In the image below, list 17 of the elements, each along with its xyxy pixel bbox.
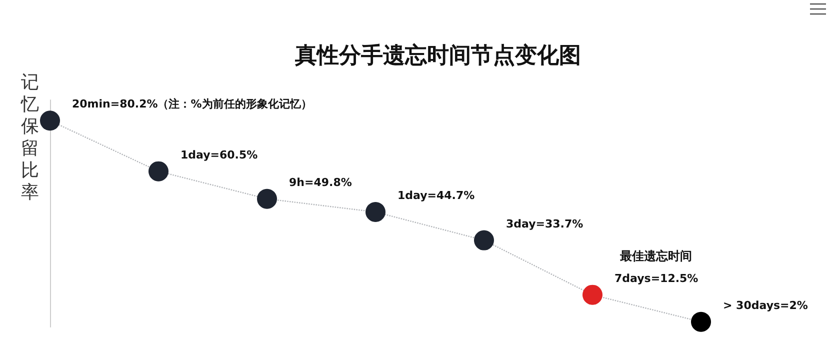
data-label: 20min=80.2%（注：%为前任的形象化记忆） — [72, 98, 312, 111]
point — [148, 161, 168, 182]
data-label: > 30days=2% — [723, 298, 808, 312]
point — [691, 312, 711, 332]
point — [40, 110, 60, 131]
point — [366, 202, 386, 222]
data-label: 1day=44.7% — [398, 188, 475, 202]
data-label: 7days=12.5% — [614, 272, 698, 285]
data-label: 1day=60.5% — [180, 148, 258, 162]
data-label: 9h=49.8% — [289, 176, 352, 189]
point — [474, 230, 494, 250]
y-axis-title: 记忆保留比率 — [20, 72, 40, 204]
point — [257, 188, 277, 209]
point — [582, 284, 602, 305]
annotation: 最佳遗忘时间 — [619, 249, 692, 263]
chart-title: 真性分手遗忘时间节点变化图 — [294, 42, 581, 68]
data-label: 3day=33.7% — [506, 217, 584, 230]
